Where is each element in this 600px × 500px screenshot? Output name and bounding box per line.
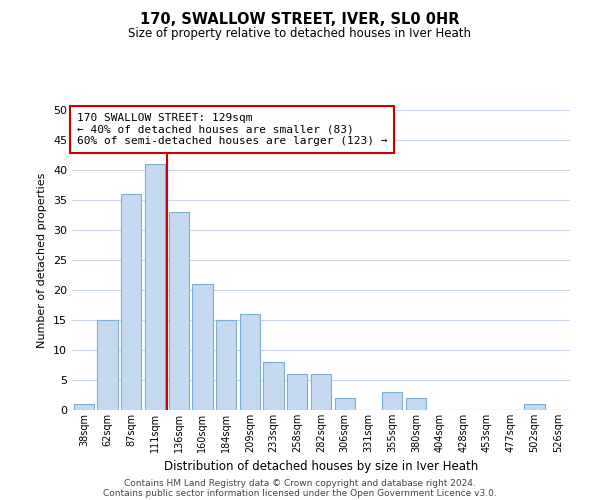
Bar [287, 374, 307, 410]
Text: 170 SWALLOW STREET: 129sqm
← 40% of detached houses are smaller (83)
60% of semi: 170 SWALLOW STREET: 129sqm ← 40% of deta… [77, 113, 388, 146]
Bar [145, 164, 165, 410]
Bar [193, 284, 212, 410]
Bar [524, 404, 545, 410]
Text: Contains HM Land Registry data © Crown copyright and database right 2024.: Contains HM Land Registry data © Crown c… [124, 478, 476, 488]
Bar [97, 320, 118, 410]
Bar [74, 404, 94, 410]
Bar [169, 212, 189, 410]
Bar [240, 314, 260, 410]
Bar [216, 320, 236, 410]
Text: Size of property relative to detached houses in Iver Heath: Size of property relative to detached ho… [128, 28, 472, 40]
Text: 170, SWALLOW STREET, IVER, SL0 0HR: 170, SWALLOW STREET, IVER, SL0 0HR [140, 12, 460, 28]
X-axis label: Distribution of detached houses by size in Iver Heath: Distribution of detached houses by size … [164, 460, 478, 473]
Bar [263, 362, 284, 410]
Bar [406, 398, 426, 410]
Y-axis label: Number of detached properties: Number of detached properties [37, 172, 47, 348]
Bar [335, 398, 355, 410]
Bar [311, 374, 331, 410]
Text: Contains public sector information licensed under the Open Government Licence v3: Contains public sector information licen… [103, 488, 497, 498]
Bar [382, 392, 402, 410]
Bar [121, 194, 142, 410]
